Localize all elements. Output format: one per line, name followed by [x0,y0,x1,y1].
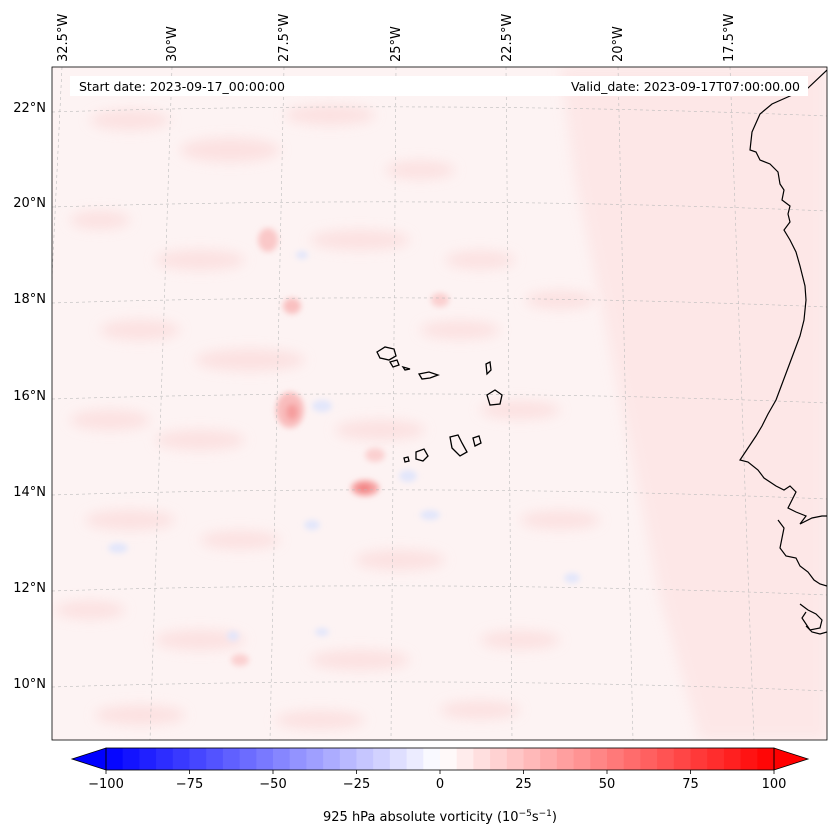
colorbar-tick-label: −50 [259,777,286,792]
island-fogo [415,448,429,462]
colorbar-tick-label: 50 [599,777,616,792]
colorbar-cell [757,748,775,770]
lon-label: 32.5°W [56,14,71,62]
colorbar-cell [206,748,224,770]
lat-label: 14°N [13,485,46,500]
colorbar-cell [339,748,357,770]
colorbar-cell [556,748,575,770]
colorbar: −100 −75 −50 −25 0 25 50 75 100 925 hPa absolute… [70,747,810,825]
vorticity-strong-positive-spots [231,228,449,666]
colorbar-cell [222,748,241,770]
start-date-text: Start date: 2023-09-17_00:00:00 [79,79,285,94]
colorbar-cell [657,748,675,770]
colorbar-cell [490,748,508,770]
lat-label: 22°N [13,101,46,116]
colorbar-cell [239,748,257,770]
lon-label: 27.5°W [277,14,292,62]
colorbar-ticks: −100 −75 −50 −25 0 25 50 75 100 [88,770,786,792]
colorbar-cell [523,748,541,770]
colorbar-cell [356,748,374,770]
coastlines [739,69,827,635]
colorbar-cell [389,748,408,770]
island-santiago [449,434,468,457]
colorbar-cell [506,748,524,770]
colorbar-cell [740,748,758,770]
lon-label: 25°W [389,26,404,62]
colorbar-tick-label: 25 [515,777,532,792]
island-santa-luzia [401,365,411,371]
lat-label: 18°N [13,292,46,307]
vorticity-negative-spots [108,251,580,641]
colorbar-cell [456,748,474,770]
colorbar-cell [172,748,190,770]
colorbar-cell [139,748,157,770]
vorticity-weak-positive-patches [55,105,600,729]
colorbar-cell [623,748,641,770]
colorbar-cell [423,748,441,770]
colorbar-cell [373,748,391,770]
lon-label: 30°W [165,26,180,62]
lat-label: 20°N [13,196,46,211]
map-gridlines [52,67,827,740]
colorbar-label: 925 hPa absolute vorticity (10−5s−1) [323,809,557,825]
lon-label: 20°W [611,26,626,62]
colorbar-tick-label: 100 [762,777,787,792]
island-sao-vicente [389,359,400,368]
colorbar-cells [106,748,775,770]
colorbar-cell [707,748,725,770]
colorbar-cell [723,748,742,770]
lon-label: 22.5°W [500,14,515,62]
colorbar-cell [273,748,291,770]
vorticity-east-band [560,67,827,740]
colorbar-cell [607,748,625,770]
colorbar-cell [573,748,591,770]
colorbar-cell [256,748,274,770]
lat-label: 16°N [13,389,46,404]
colorbar-cell [189,748,207,770]
colorbar-cell [640,748,658,770]
colorbar-cell [156,748,174,770]
lat-label: 12°N [13,581,46,596]
colorbar-extend-max [773,747,810,771]
colorbar-cell [590,748,608,770]
island-sal [485,361,492,376]
cape-verde-islands [376,346,503,463]
colorbar-cell [289,748,307,770]
lat-label: 10°N [13,677,46,692]
colorbar-tick-label: 75 [682,777,699,792]
island-brava [403,456,410,463]
colorbar-cell [323,748,341,770]
colorbar-tick-label: −25 [343,777,370,792]
date-info-box [70,76,808,96]
colorbar-tick-label: −75 [176,777,203,792]
colorbar-extend-min [70,747,107,771]
lon-label: 17.5°W [722,14,737,62]
colorbar-cell [473,748,491,770]
west-africa-coastline [739,69,827,525]
map-frame [51,66,828,741]
island-boa-vista [486,389,503,406]
colorbar-cell [306,748,324,770]
colorbar-cell [673,748,691,770]
island-maio [472,435,482,447]
colorbar-cell [106,748,124,770]
island-santo-antao [376,346,397,361]
colorbar-cell [440,748,458,770]
colorbar-cell [122,748,140,770]
colorbar-cell [690,748,708,770]
colorbar-tick-label: 0 [436,777,444,792]
longitude-labels: 32.5°W 30°W 27.5°W 25°W 22.5°W 20°W 17.5… [56,14,737,62]
colorbar-cell [406,748,424,770]
map-panel [52,67,827,740]
island-sao-nicolau [417,371,440,380]
valid-date-text: Valid_date: 2023-09-17T07:00:00.00 [571,79,800,94]
colorbar-tick-label: −100 [88,777,124,792]
colorbar-cell [540,748,558,770]
latitude-labels: 22°N 20°N 18°N 16°N 14°N 12°N 10°N [13,101,46,692]
